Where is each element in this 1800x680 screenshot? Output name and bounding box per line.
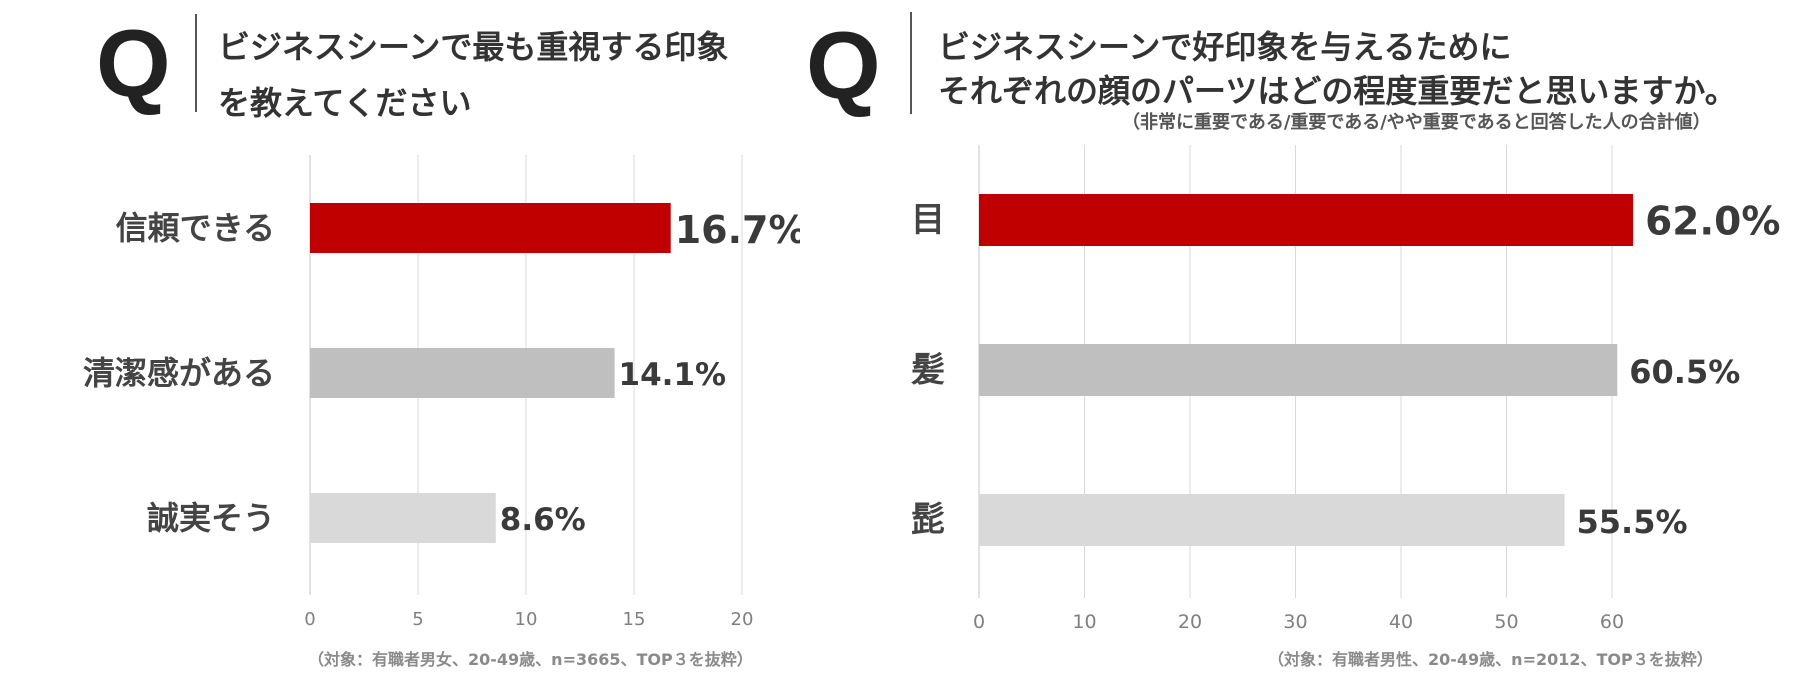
category-label: 髪 [911,350,945,390]
x-tick-label: 30 [1283,611,1307,633]
value-label: 55.5% [1577,503,1688,541]
x-tick-label: 10 [1072,611,1096,633]
left-title-line1: ビジネスシーンで最も重視する印象 [218,28,729,66]
category-label: 信頼できる [116,209,275,247]
left-panel: Q ビジネスシーンで最も重視する印象 を教えてください 0 5 10 15 20 信頼でき… [0,0,800,680]
right-chart: 0 10 20 30 40 50 60 目 62.0% 髪 60.5% 髭 55.5% [911,145,1780,633]
bar [310,203,671,253]
category-label: 目 [911,200,945,240]
value-label: 14.1% [619,357,727,393]
left-footnote: （対象：有職者男女、20-49歳、n=3665、TOP３を抜粋） [308,650,753,669]
x-tick-label: 50 [1494,611,1518,633]
right-footnote: （対象：有職者男性、20-49歳、n=2012、TOP３を抜粋） [1268,650,1713,669]
right-panel: Q ビジネスシーンで好印象を与えるために それぞれの顔のパーツはどの程度重要だと… [800,0,1800,680]
category-label: 髭 [911,500,945,540]
category-label: 清潔感がある [83,354,275,392]
left-title-line2: を教えてください [218,84,472,122]
right-title-line1: ビジネスシーンで好印象を与えるために [938,28,1512,66]
x-tick-label: 0 [973,611,985,633]
x-tick-label: 20 [731,609,754,630]
bar [979,194,1634,246]
right-q-icon: Q [806,12,881,119]
right-title-note: （非常に重要である/重要である/やや重要であると回答した人の合計値） [1122,112,1711,133]
right-title-line2: それぞれの顔のパーツはどの程度重要だと思いますか。 [938,72,1737,110]
left-q-icon: Q [96,10,171,117]
left-title-divider [195,14,197,112]
bar [979,494,1565,546]
x-tick-label: 20 [1178,611,1202,633]
x-tick-label: 15 [623,609,646,630]
category-label: 誠実そう [147,499,275,537]
value-label: 60.5% [1629,353,1740,391]
x-tick-label: 10 [515,609,538,630]
value-label: 16.7% [675,208,800,252]
x-tick-label: 5 [412,609,423,630]
right-title-divider [910,12,912,114]
bar [979,344,1618,396]
bar [310,493,496,543]
left-chart: 0 5 10 15 20 信頼できる 16.7% 清潔感がある 14.1% 誠実そう 8.6% [83,155,800,630]
x-tick-label: 0 [304,609,315,630]
value-label: 62.0% [1645,200,1780,245]
value-label: 8.6% [500,502,586,538]
bar [310,348,615,398]
x-tick-label: 40 [1389,611,1413,633]
x-tick-label: 60 [1600,611,1624,633]
